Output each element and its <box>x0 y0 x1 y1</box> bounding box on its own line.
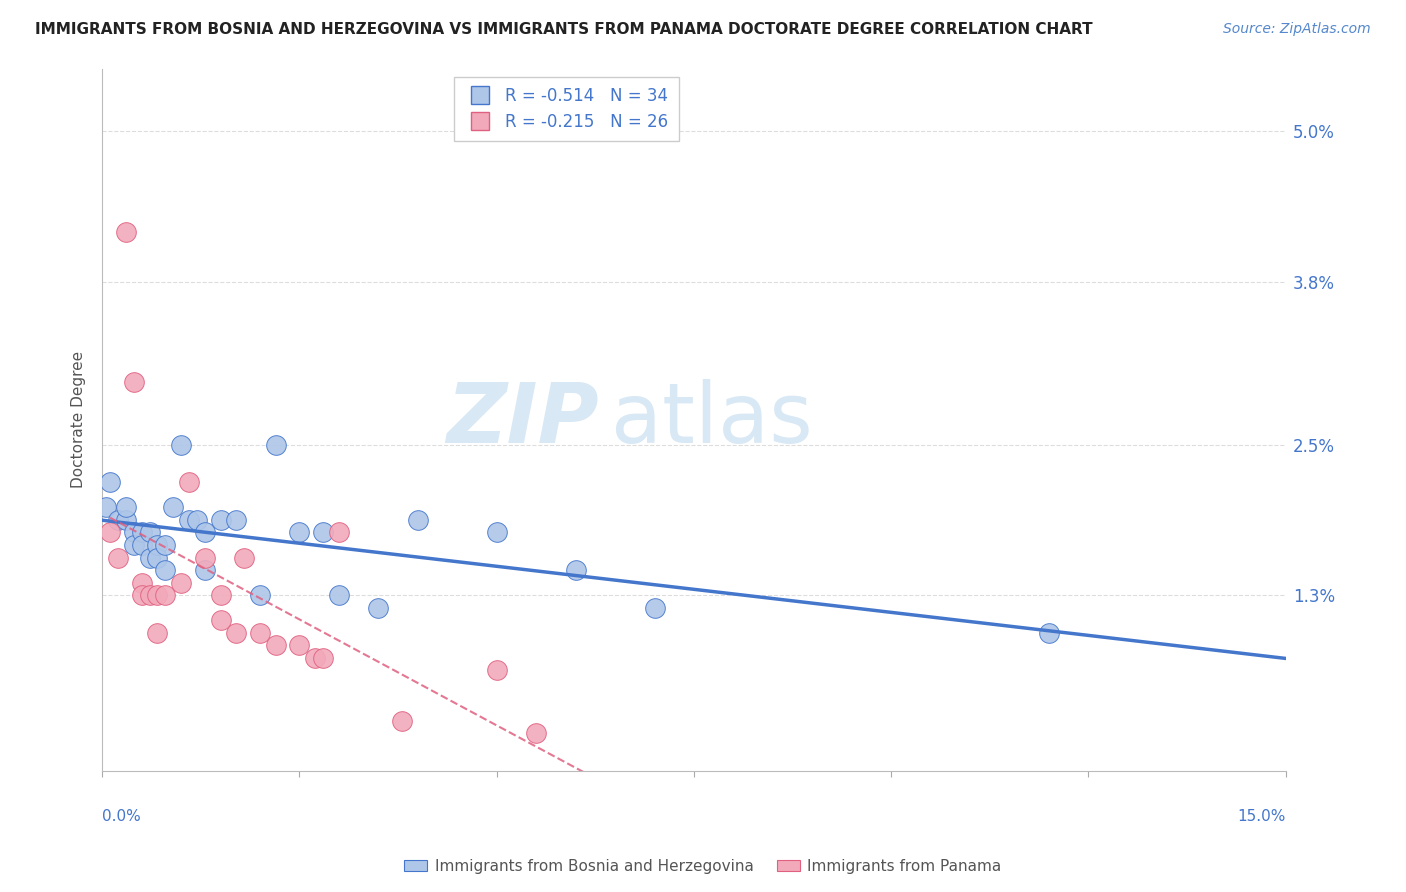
Point <box>564 563 586 577</box>
Point <box>524 726 547 740</box>
Point <box>138 550 160 565</box>
Point <box>162 500 184 515</box>
Point <box>225 513 247 527</box>
Point <box>138 525 160 540</box>
Point <box>177 475 200 490</box>
Point <box>170 575 193 590</box>
Point <box>209 588 232 602</box>
Point <box>107 513 129 527</box>
Point <box>115 513 138 527</box>
Point <box>115 225 138 239</box>
Point <box>367 600 389 615</box>
Point <box>406 513 429 527</box>
Point <box>288 638 311 652</box>
Point <box>122 538 145 552</box>
Point <box>146 625 169 640</box>
Point <box>146 550 169 565</box>
Point <box>186 513 208 527</box>
Point <box>98 475 121 490</box>
Point <box>194 563 217 577</box>
Text: IMMIGRANTS FROM BOSNIA AND HERZEGOVINA VS IMMIGRANTS FROM PANAMA DOCTORATE DEGRE: IMMIGRANTS FROM BOSNIA AND HERZEGOVINA V… <box>35 22 1092 37</box>
Point <box>146 588 169 602</box>
Point <box>155 588 177 602</box>
Point <box>264 438 287 452</box>
Point <box>194 525 217 540</box>
Point <box>233 550 256 565</box>
Text: 0.0%: 0.0% <box>103 809 141 824</box>
Point <box>328 588 350 602</box>
Point <box>225 625 247 640</box>
Point <box>155 538 177 552</box>
Point <box>115 500 138 515</box>
Point <box>96 500 118 515</box>
Point <box>131 575 153 590</box>
Point <box>312 651 335 665</box>
Point <box>107 550 129 565</box>
Point <box>304 651 326 665</box>
Point <box>146 538 169 552</box>
Text: Source: ZipAtlas.com: Source: ZipAtlas.com <box>1223 22 1371 37</box>
Point <box>138 588 160 602</box>
Point <box>131 538 153 552</box>
Point <box>249 588 271 602</box>
Point <box>328 525 350 540</box>
Text: 15.0%: 15.0% <box>1237 809 1285 824</box>
Point <box>485 525 508 540</box>
Point <box>264 638 287 652</box>
Text: atlas: atlas <box>612 379 813 460</box>
Point <box>98 525 121 540</box>
Point <box>644 600 666 615</box>
Text: ZIP: ZIP <box>447 379 599 460</box>
Point <box>391 714 413 728</box>
Y-axis label: Doctorate Degree: Doctorate Degree <box>72 351 86 488</box>
Point <box>155 563 177 577</box>
Legend: Immigrants from Bosnia and Herzegovina, Immigrants from Panama: Immigrants from Bosnia and Herzegovina, … <box>398 853 1008 880</box>
Point <box>288 525 311 540</box>
Point <box>249 625 271 640</box>
Point <box>312 525 335 540</box>
Point <box>122 525 145 540</box>
Point <box>209 513 232 527</box>
Point <box>131 525 153 540</box>
Point <box>131 588 153 602</box>
Point <box>485 664 508 678</box>
Point <box>1038 625 1060 640</box>
Point <box>122 375 145 389</box>
Point <box>194 550 217 565</box>
Point <box>170 438 193 452</box>
Point <box>177 513 200 527</box>
Point <box>209 613 232 627</box>
Legend: R = -0.514   N = 34, R = -0.215   N = 26: R = -0.514 N = 34, R = -0.215 N = 26 <box>454 77 679 141</box>
